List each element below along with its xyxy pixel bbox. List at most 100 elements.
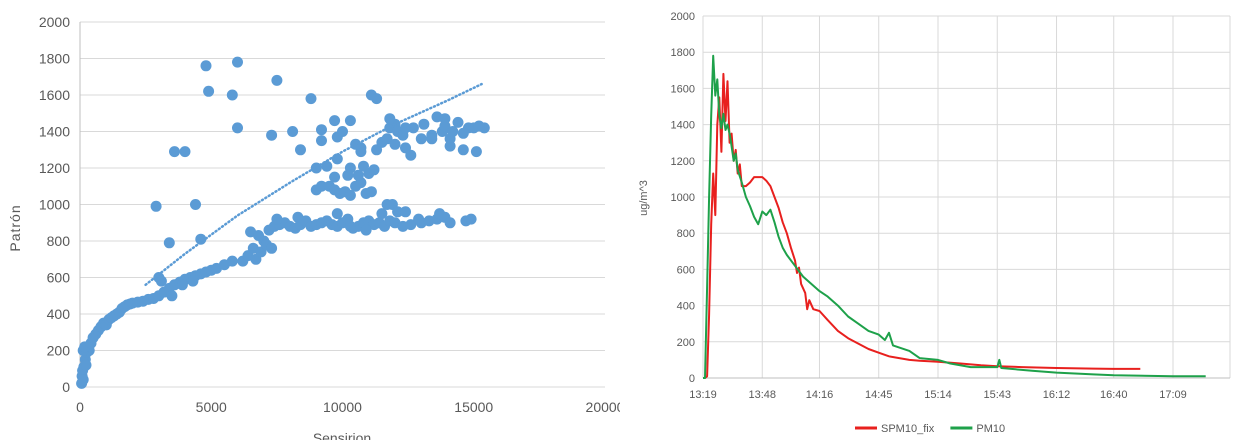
line-x-tick-label: 14:16 [806,389,834,401]
scatter-point [195,233,207,245]
line-y-tick-label: 2000 [671,11,695,23]
scatter-point [226,255,238,267]
scatter-point [295,144,306,156]
scatter-point [452,116,464,128]
line-y-tick-label: 1000 [671,192,695,204]
line-y-tick-labels: 0 200 400 600 800 1000 1200 1400 1600 1800 2000 [671,11,695,385]
scatter-point [381,133,393,145]
line-x-tick-labels: 13:19 13:48 14:16 14:45 15:14 15:43 16:12 16:40… [689,389,1187,401]
scatter-point [166,290,178,302]
scatter-point [418,118,430,130]
scatter-chart: 0 200 400 600 800 1000 1200 1400 1600 1800 2000 0 5… [7,14,620,440]
line-gridlines [702,15,1231,379]
legend-label: SPM10_fix [881,423,935,435]
scatter-point [400,142,411,154]
scatter-point [155,275,167,287]
scatter-point [426,133,438,145]
scatter-point [400,122,411,134]
line-y-tick-label: 1800 [671,47,695,59]
scatter-y-tick-label: 1400 [39,124,70,140]
line-legend: SPM10_fix PM10 [855,423,1005,435]
scatter-point [331,208,343,220]
scatter-point [368,164,380,176]
scatter-y-tick-label: 1600 [39,87,70,103]
legend-label: PM10 [976,423,1005,435]
scatter-point [344,189,356,201]
line-x-tick-label: 15:14 [924,389,952,401]
scatter-point [179,146,191,158]
scatter-point [389,138,401,150]
line-x-tick-label: 17:09 [1159,389,1187,401]
scatter-y-tick-label: 2000 [39,14,70,30]
scatter-y-axis-label: Patrón [7,204,23,251]
scatter-point [376,208,388,220]
scatter-point [344,115,356,127]
scatter-point [358,160,369,172]
line-series [703,54,1206,379]
scatter-point [316,124,327,136]
scatter-point [444,140,456,152]
scatter-point [439,113,451,125]
scatter-point [232,122,243,134]
scatter-point [200,60,212,72]
scatter-point [470,146,482,158]
scatter-point [253,230,264,241]
line-x-tick-label: 16:40 [1100,389,1128,401]
scatter-point [405,219,417,231]
line-y-tick-label: 200 [677,337,695,349]
scatter-point [80,359,92,371]
line-x-tick-label: 13:48 [748,389,776,401]
scatter-point [344,220,356,232]
scatter-point [465,213,477,225]
scatter-point [77,374,89,386]
scatter-point [407,122,419,134]
scatter-point [434,208,446,220]
line-y-tick-label: 800 [677,228,695,240]
scatter-point [329,115,341,127]
scatter-trendline [144,82,483,287]
scatter-y-tick-label: 1200 [39,160,70,176]
scatter-y-tick-label: 600 [47,270,71,286]
scatter-x-tick-label: 15000 [454,399,493,415]
line-x-tick-label: 14:45 [865,389,893,401]
line-y-tick-label: 0 [689,373,695,385]
scatter-point [266,242,278,254]
scatter-y-tick-label: 1000 [39,197,70,213]
scatter-gridlines [79,21,605,388]
scatter-y-tick-labels: 0 200 400 600 800 1000 1200 1400 1600 1800 2000 [39,14,70,395]
scatter-y-tick-label: 400 [47,306,71,322]
scatter-point [150,200,162,212]
line-x-tick-label: 15:43 [983,389,1011,401]
line-chart: 0 200 400 600 800 1000 1200 1400 1600 1800 2000 13… [638,11,1231,435]
line-y-tick-label: 400 [677,301,695,313]
scatter-point [392,206,404,218]
scatter-point [316,135,327,147]
scatter-point [266,129,278,141]
scatter-point [447,126,459,137]
scatter-point [473,120,485,132]
line-y-tick-label: 1600 [671,83,695,95]
scatter-point [176,279,188,291]
scatter-point [344,162,356,174]
scatter-point [187,275,199,287]
scatter-point [329,171,341,183]
scatter-point [232,56,243,68]
scatter-point [400,206,411,218]
scatter-point [271,213,283,225]
scatter-points [76,56,490,389]
scatter-point [292,211,304,223]
scatter-point [226,89,238,101]
scatter-point [413,213,425,225]
scatter-point [415,133,427,145]
scatter-point [305,93,317,105]
scatter-point [316,180,327,192]
scatter-point [457,144,469,156]
line-y-axis-label: ug/m^3 [638,180,650,216]
scatter-point [384,113,396,125]
scatter-point [352,169,364,181]
line-y-tick-label: 1200 [671,156,695,168]
scatter-point [190,199,201,210]
